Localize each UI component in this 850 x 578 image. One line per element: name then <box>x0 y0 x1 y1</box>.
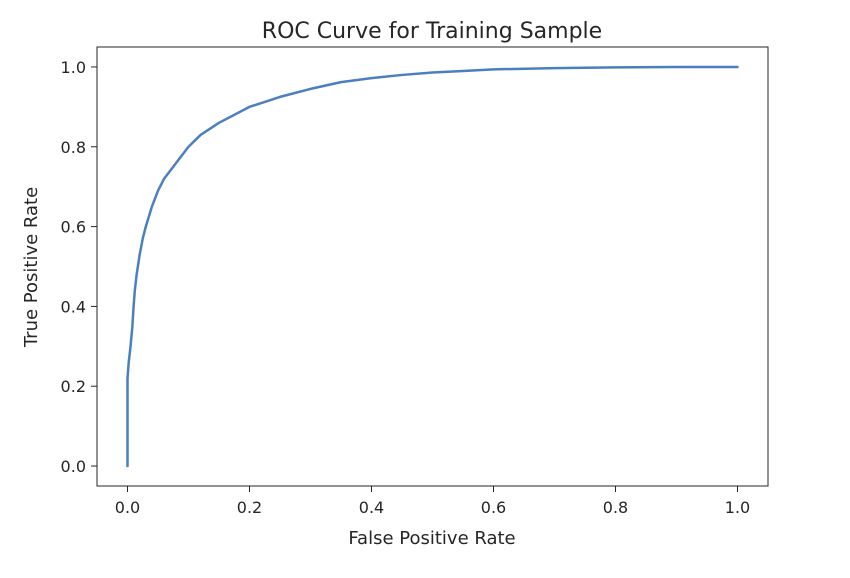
y-axis-label: True Positive Rate <box>21 187 42 348</box>
plot-frame <box>96 46 769 487</box>
x-tick-label: 0.2 <box>237 498 262 517</box>
x-tick-label: 1.0 <box>725 498 750 517</box>
chart-title: ROC Curve for Training Sample <box>262 19 602 44</box>
x-tick-label: 0.0 <box>115 498 140 517</box>
y-tick-label: 0.2 <box>61 377 86 396</box>
x-tick-label: 0.6 <box>481 498 506 517</box>
x-tick-label: 0.4 <box>359 498 384 517</box>
x-tick-label: 0.8 <box>603 498 628 517</box>
x-axis-label: False Positive Rate <box>348 528 515 549</box>
series-group <box>126 65 739 468</box>
y-tick-label: 1.0 <box>61 58 86 77</box>
y-tick-label: 0.6 <box>61 218 86 237</box>
roc-curve-line <box>126 65 739 468</box>
y-tick-label: 0.0 <box>61 457 86 476</box>
y-tick-label: 0.4 <box>61 297 86 316</box>
y-axis-ticks: 0.0 0.2 0.4 0.6 0.8 1.0 <box>61 58 97 476</box>
x-axis-ticks: 0.0 0.2 0.4 0.6 0.8 1.0 <box>115 486 750 517</box>
axes-group <box>96 46 769 487</box>
y-tick-label: 0.8 <box>61 138 86 157</box>
